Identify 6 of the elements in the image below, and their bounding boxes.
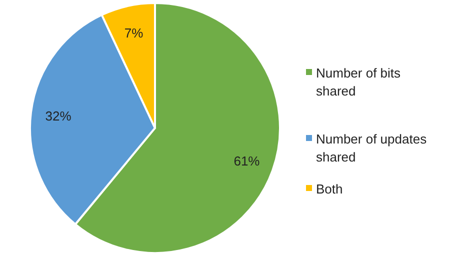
legend-label: Number of updates shared: [316, 132, 428, 165]
data-label: 32%: [45, 108, 72, 124]
legend-label: Both: [316, 182, 343, 197]
data-label: 61%: [234, 154, 260, 169]
legend-label: Number of bits shared: [316, 66, 402, 99]
data-label: 7%: [124, 25, 144, 40]
